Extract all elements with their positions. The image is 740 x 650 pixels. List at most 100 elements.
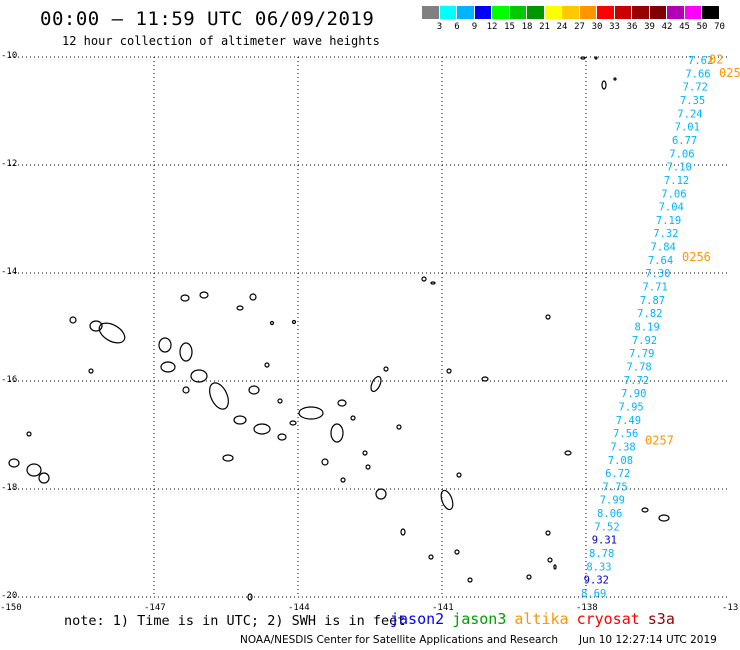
wave-height-track: 7.627.667.727.357.247.016.777.067.107.12… [581, 55, 713, 600]
wave-height-value: 7.99 [600, 495, 625, 507]
island-outline [88, 368, 94, 374]
colorbar-swatch [474, 6, 492, 19]
wave-height-value: 8.69 [581, 588, 606, 600]
map-gridlines [10, 56, 730, 598]
latitude-tick-label: -12 [1, 159, 18, 169]
wave-height-value: 7.64 [648, 255, 673, 267]
island-outline [430, 281, 436, 285]
longitude-tick-label: -144 [288, 603, 310, 613]
wave-height-value: 9.32 [584, 575, 609, 587]
island-outline [289, 420, 297, 426]
colorbar-label: 21 [539, 22, 550, 32]
island-outline [641, 507, 649, 513]
island-outline [547, 557, 553, 563]
colorbar-label: 18 [521, 22, 533, 32]
wave-height-value: 7.12 [664, 175, 689, 187]
island-outline [160, 361, 176, 373]
satellite-legend: jason2 jason3 altika cryosat s3a [390, 610, 683, 628]
colorbar-swatch [509, 6, 527, 19]
island-outline [396, 424, 402, 430]
wave-height-value: 7.24 [677, 108, 702, 120]
colorbar-label: 70 [714, 22, 725, 32]
island-outline [8, 458, 20, 468]
wave-height-value: 7.52 [594, 521, 619, 533]
island-outline [89, 320, 103, 332]
island-outline [277, 433, 287, 441]
island-outline [365, 464, 371, 470]
note-text: note: 1) Time is in UTC; 2) SWH is in fe… [64, 613, 406, 629]
island-outline [350, 415, 356, 421]
wave-height-value: 7.30 [645, 268, 670, 280]
page-title: 00:00 – 11:59 UTC 06/09/2019 [40, 8, 375, 30]
colorbar-swatch [597, 6, 615, 19]
latitude-tick-label: -20 [1, 591, 18, 601]
latitude-tick-label: -10 [1, 51, 18, 61]
wave-height-value: 7.35 [680, 95, 705, 107]
time-label: 025 [719, 66, 740, 80]
colorbar-swatch [702, 6, 720, 19]
island-outline [440, 489, 454, 511]
island-outline [383, 366, 389, 372]
wave-height-value: 7.72 [624, 375, 649, 387]
colorbar-label: 9 [471, 22, 478, 32]
island-outline [182, 386, 190, 394]
island-outline [248, 385, 260, 395]
island-outline [613, 77, 617, 81]
colorbar-label: 6 [454, 22, 460, 32]
wave-height-value: 7.01 [675, 122, 700, 134]
island-outline [467, 577, 473, 583]
wave-height-value: 9.31 [592, 535, 617, 547]
island-outline [298, 406, 324, 420]
wave-height-value: 8.06 [597, 508, 622, 520]
wave-height-value: 7.95 [618, 401, 643, 413]
time-label: 0256 [682, 250, 711, 264]
island-outline [98, 322, 126, 344]
island-outline [481, 376, 489, 382]
island-outline [553, 564, 557, 570]
colorbar-swatch [649, 6, 667, 19]
colorbar-swatch [614, 6, 632, 19]
wave-height-value: 7.71 [643, 282, 668, 294]
longitude-tick-label: -150 [0, 603, 22, 613]
island-outline [601, 80, 607, 90]
island-outline [190, 369, 208, 383]
island-outline [69, 316, 77, 324]
colorbar-label: 36 [626, 22, 638, 32]
island-outline [446, 368, 452, 374]
colorbar-label: 30 [591, 22, 603, 32]
colorbar-label: 3 [436, 22, 443, 32]
island-outline [421, 276, 427, 282]
island-outline [428, 554, 434, 560]
island-outline [38, 472, 50, 484]
island-outline [658, 514, 670, 522]
colorbar-label: 50 [696, 22, 708, 32]
time-label: 0257 [645, 433, 674, 447]
island-outline [277, 398, 283, 404]
island-outline [199, 291, 209, 299]
wave-height-value: 7.38 [610, 441, 635, 453]
satellite-legend-jason3: jason3 [452, 610, 507, 628]
wave-height-value: 7.19 [656, 215, 681, 227]
wave-height-value: 7.04 [659, 202, 684, 214]
wave-height-value: 7.66 [685, 68, 710, 80]
wave-height-value: 6.72 [605, 468, 630, 480]
wave-height-value: 7.75 [602, 481, 627, 493]
wave-height-value: 7.10 [667, 162, 692, 174]
island-outline [253, 423, 271, 435]
colorbar-swatch [562, 6, 580, 19]
wave-height-value: 7.32 [653, 228, 678, 240]
latitude-tick-label: -18 [1, 483, 18, 493]
colorbar [422, 6, 720, 19]
island-outline [454, 549, 460, 555]
wave-height-value: 7.06 [661, 188, 686, 200]
wave-height-value: 7.72 [683, 82, 708, 94]
wave-height-value: 7.92 [632, 335, 657, 347]
satellite-legend-s3a: s3a [647, 610, 675, 628]
island-outline [26, 463, 42, 477]
island-outline [158, 337, 172, 353]
island-outline [337, 399, 347, 407]
colorbar-swatch [457, 6, 475, 19]
